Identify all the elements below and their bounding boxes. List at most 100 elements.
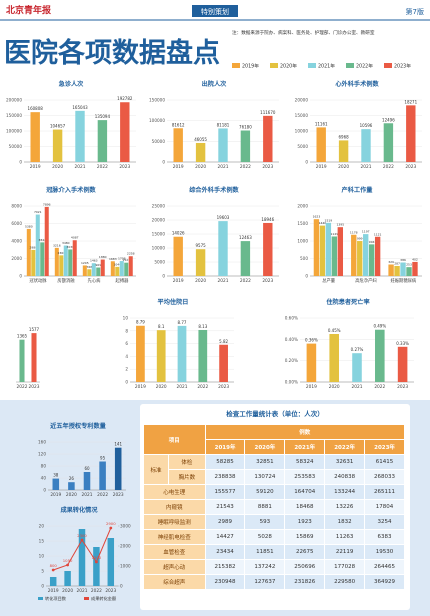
bar: [110, 261, 115, 276]
x-tick-label: 2023: [218, 384, 229, 390]
bar: [120, 102, 130, 162]
table-row: 血管检查 23434 11851 22675 22119 19530: [143, 544, 405, 560]
x-tick-label: 2019: [135, 384, 146, 390]
bar: [374, 236, 381, 276]
y-tick-label: 200000: [6, 98, 22, 103]
y-tick-label: 10: [39, 554, 45, 559]
cell: 17804: [364, 499, 405, 515]
page-title: 医院各项数据盘点: [4, 37, 220, 69]
x-tick-label: 2022: [240, 164, 251, 170]
value-label: 800: [50, 563, 58, 568]
x-tick-label: 2019: [50, 492, 61, 498]
cell: 标准: [142, 454, 170, 485]
bar: [68, 482, 75, 490]
value-label: 8.13: [198, 324, 207, 329]
value-label: 160808: [28, 106, 44, 111]
cell: 253583: [284, 469, 326, 485]
x-tick-label: 2021: [77, 588, 88, 594]
value-label: 5380: [25, 224, 33, 228]
legend-swatch: [38, 597, 43, 600]
legend-label: 2019年: [242, 63, 259, 70]
y-tick-label: 0: [162, 160, 165, 165]
value-label: 46055: [194, 137, 207, 142]
value-label: 1044: [113, 262, 121, 266]
bar: [240, 130, 251, 162]
y-tick-label: 8000: [11, 204, 22, 209]
y-tick-label: 15000: [295, 113, 309, 118]
bar: [59, 255, 64, 276]
table-row: 项目 例数: [143, 424, 406, 455]
table-row: 综合超声 230948 127637 231826 229580 364929: [143, 574, 405, 590]
bar: [325, 222, 332, 276]
value-label: 1121: [374, 232, 382, 236]
cell: 59120: [244, 484, 286, 500]
header-cell: 例数: [204, 424, 406, 440]
bar: [351, 234, 357, 276]
cell: 215382: [204, 559, 246, 575]
x-tick-label: 2022: [91, 588, 102, 594]
value-label: 1200: [92, 555, 102, 560]
chart-title: 出院人次: [202, 80, 228, 88]
cell: 18468: [284, 499, 326, 515]
value-label: 1050: [63, 558, 73, 563]
y-tick-label: 40: [41, 476, 47, 481]
y-tick-label: 500: [300, 256, 308, 261]
bar: [319, 225, 326, 276]
value-label: 135094: [95, 114, 111, 119]
legend-label: 2022年: [356, 63, 373, 70]
x-tick-label: 2022: [17, 384, 28, 390]
chart-title: 平均住院日: [158, 298, 189, 306]
table-row: 标准 体检 58285 32851 58324 32631 61415: [142, 454, 405, 485]
cell: 133244: [324, 484, 366, 500]
y-tick-label: 0: [19, 274, 22, 279]
table-row: 心电生理 155577 59120 164704 133244 265111: [143, 484, 405, 500]
section-tag: [192, 5, 238, 17]
x-tick-label: 2020: [66, 492, 77, 498]
y-tick-label: 0: [305, 160, 308, 165]
x-tick-label: 2020: [52, 164, 63, 170]
bar: [82, 265, 87, 276]
bar: [128, 256, 133, 276]
bar: [173, 236, 183, 276]
y-tick-label: 5000: [297, 144, 308, 149]
bar: [388, 264, 394, 276]
cell: 593: [244, 514, 286, 530]
bar: [96, 267, 101, 276]
value-label: 1623: [313, 215, 321, 219]
x-tick-label: 2021: [361, 164, 372, 170]
x-tick-label: 起搏器: [116, 277, 130, 284]
value-label: 0.33%: [396, 341, 409, 346]
cell: 13226: [324, 499, 366, 515]
y-tick-label: 100000: [149, 118, 165, 123]
value-label: 4087: [71, 236, 79, 240]
point: [66, 563, 69, 567]
value-label: 81181: [217, 122, 230, 127]
x-tick-label: 总产量: [322, 277, 336, 284]
y-tick-label: 150000: [149, 98, 165, 103]
value-label: 402: [412, 257, 418, 261]
cell: 130724: [244, 469, 286, 485]
y-tick-label: 80: [41, 464, 47, 469]
x-tick-label: 2022: [197, 384, 208, 390]
bar: [240, 241, 251, 276]
y-tick-label: 0.60%: [285, 316, 298, 321]
value-label: 60: [84, 466, 90, 471]
bar: [54, 247, 59, 276]
bar: [406, 105, 416, 162]
x-tick-label: 2023: [119, 164, 130, 170]
bar: [52, 478, 60, 490]
x-tick-label: 2022: [240, 278, 251, 284]
x-tick-label: 2020: [195, 164, 206, 170]
point: [80, 538, 84, 542]
value-label: 3842: [38, 238, 46, 242]
x-tick-label: 2023: [29, 384, 40, 390]
y-tick-label: 2: [125, 367, 128, 372]
cell: 250696: [284, 559, 326, 575]
y-tick-label: 10: [123, 316, 129, 321]
bar: [198, 329, 208, 382]
bar: [19, 339, 25, 382]
y-tick-label: 120: [38, 452, 46, 457]
x-tick-label: 2021: [352, 384, 363, 390]
cell: 265111: [364, 484, 405, 500]
